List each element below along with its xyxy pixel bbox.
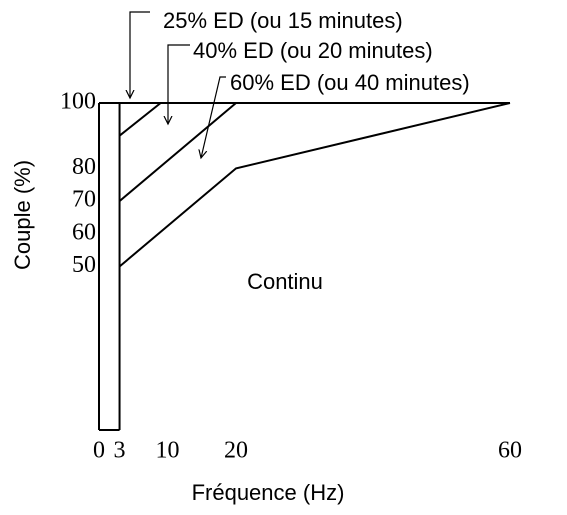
line	[118, 102, 237, 202]
x-axis-label: Fréquence (Hz)	[192, 480, 345, 505]
leaders	[130, 11, 226, 158]
leader-25	[130, 11, 150, 98]
y-tick-label: 50	[72, 252, 96, 278]
y-tick-label: 100	[60, 89, 96, 115]
line	[118, 102, 511, 268]
line	[118, 102, 162, 137]
y-tick-label: 70	[72, 187, 96, 213]
y-axis-label: Couple (%)	[10, 160, 35, 270]
leader-60	[201, 76, 226, 158]
leader-40	[168, 44, 190, 124]
x-tick-label: 10	[156, 438, 180, 464]
annotation: Continu	[247, 269, 323, 294]
x-tick-label: 3	[114, 438, 126, 464]
y-tick-label: 80	[72, 154, 96, 180]
annotation: 25% ED (ou 15 minutes)	[163, 8, 403, 33]
x-tick-label: 20	[224, 438, 248, 464]
annotation: 60% ED (ou 40 minutes)	[230, 70, 470, 95]
x-tick-label: 60	[498, 438, 522, 464]
y-tick-label: 60	[72, 219, 96, 245]
x-tick-label: 0	[93, 438, 105, 464]
annotation: 40% ED (ou 20 minutes)	[193, 38, 433, 63]
